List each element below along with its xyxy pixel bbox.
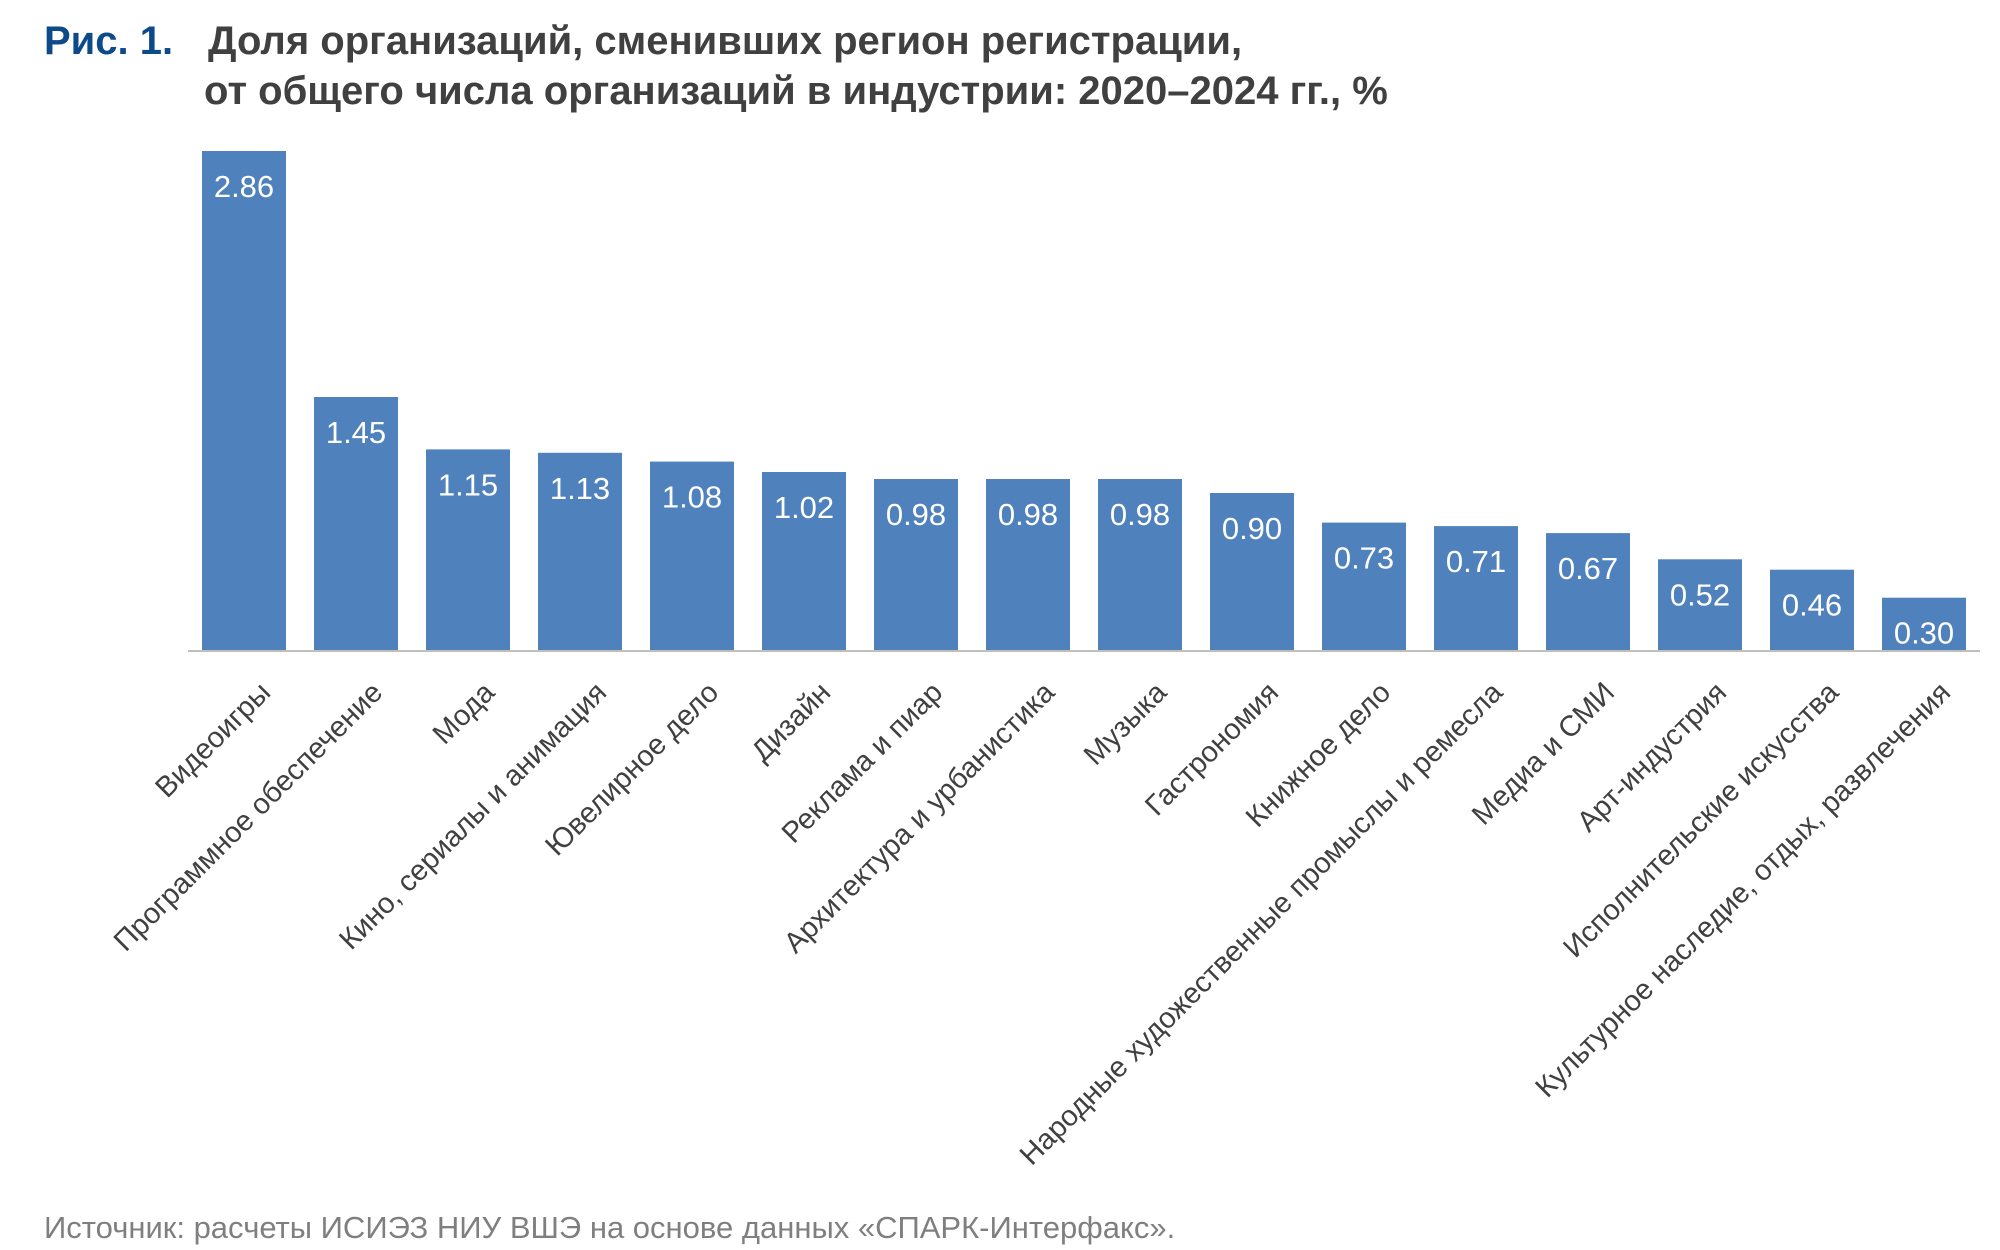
bar-value-label: 0.67: [1558, 551, 1618, 586]
bar-value-label: 2.86: [214, 169, 274, 204]
bar-value-label: 0.73: [1334, 541, 1394, 576]
bar-value-label: 0.98: [998, 497, 1058, 532]
bar: [1882, 597, 1966, 650]
chart-title-line-2: от общего числа организаций в индустрии:…: [204, 69, 1388, 113]
category-tick-label: Дизайн: [746, 676, 838, 768]
figure-label: Рис. 1.: [44, 19, 174, 63]
bar-value-label: 1.08: [662, 480, 722, 515]
bar-value-label: 0.98: [886, 497, 946, 532]
bar-value-label: 0.71: [1446, 544, 1506, 579]
bar: [874, 479, 958, 650]
bar: [650, 461, 734, 650]
bar: [1546, 533, 1630, 650]
bar-value-label: 1.45: [326, 415, 386, 450]
bar-value-label: 0.30: [1894, 616, 1954, 651]
bar: [202, 151, 286, 650]
bar-value-label: 1.13: [550, 471, 610, 506]
source-note: Источник: расчеты ИСИЭЗ НИУ ВШЭ на основ…: [44, 1210, 1176, 1245]
bar-value-label: 1.15: [438, 467, 498, 502]
bars-group: [202, 151, 1966, 650]
value-labels-group: 2.86 1.45 1.15 1.13 1.08 1.02 0.98 0.98 0.98 0.90…: [214, 169, 1954, 651]
bar: [986, 479, 1070, 650]
category-tick-label: Культурное наследие, отдых, развлечения: [1530, 676, 1958, 1104]
category-tick-label: Музыка: [1078, 676, 1174, 772]
bar-value-label: 0.46: [1782, 588, 1842, 623]
bar: [1770, 569, 1854, 650]
bar: [538, 452, 622, 650]
bar-chart: 2.86 1.45 1.15 1.13 1.08 1.02 0.98 0.98 0.98 0.90…: [108, 151, 1980, 1172]
bar-value-label: 0.52: [1670, 577, 1730, 612]
bar: [426, 449, 510, 650]
bar: [1434, 526, 1518, 650]
bar-value-label: 1.02: [774, 490, 834, 525]
bar: [1322, 522, 1406, 650]
bar-value-label: 0.98: [1110, 497, 1170, 532]
bar: [1210, 493, 1294, 650]
bar: [762, 472, 846, 650]
bar: [314, 397, 398, 650]
bar: [1098, 479, 1182, 650]
bar-value-label: 0.90: [1222, 511, 1282, 546]
chart-title-line-1: Доля организаций, сменивших регион регис…: [208, 19, 1243, 63]
bar: [1658, 559, 1742, 650]
category-tick-label: Мода: [427, 676, 502, 751]
